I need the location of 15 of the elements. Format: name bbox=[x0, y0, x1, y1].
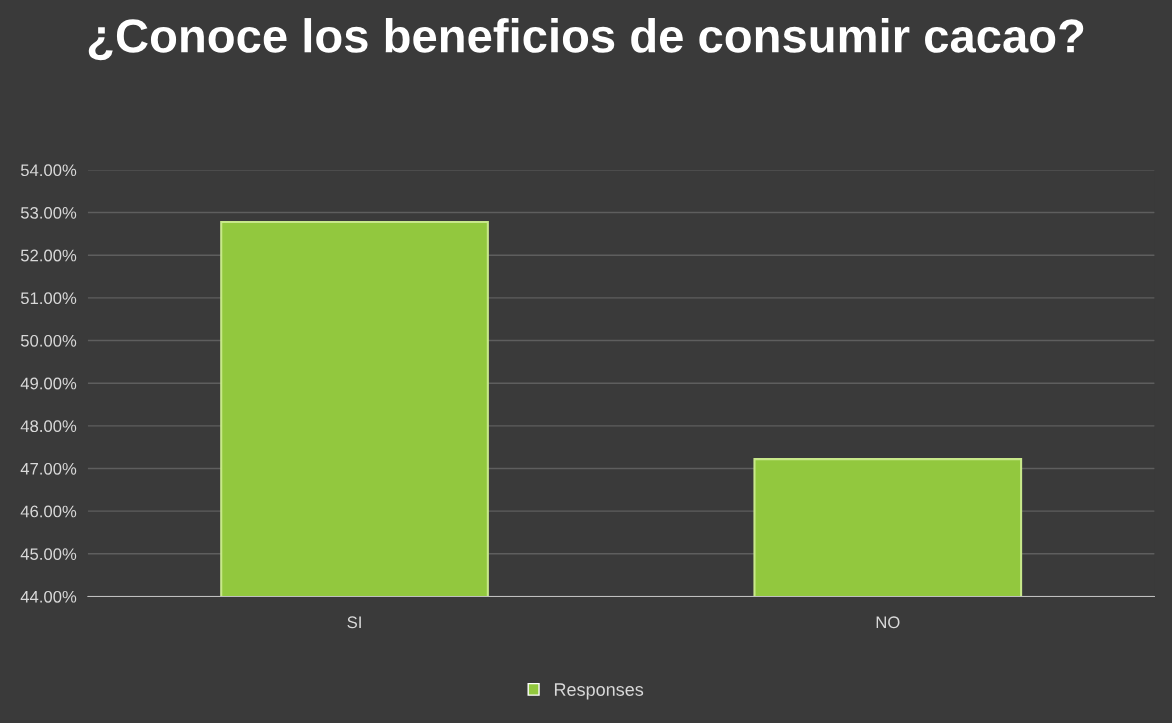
y-tick-label: 49.00% bbox=[20, 377, 77, 390]
x-tick-label: NO bbox=[876, 616, 900, 629]
y-tick-label: 45.00% bbox=[20, 548, 77, 561]
y-tick-label: 54.00% bbox=[20, 164, 77, 177]
y-tick-label: 53.00% bbox=[20, 206, 77, 219]
y-tick-label: 48.00% bbox=[20, 420, 77, 433]
y-tick-label: 52.00% bbox=[20, 249, 77, 262]
y-tick-label: 46.00% bbox=[20, 505, 77, 518]
y-tick-label: 44.00% bbox=[20, 590, 77, 603]
chart-title: ¿Conoce los beneficios de consumir cacao? bbox=[88, 18, 1084, 61]
y-tick-label: 50.00% bbox=[20, 334, 77, 347]
legend-label: Responses bbox=[554, 683, 644, 700]
y-tick-label: 47.00% bbox=[20, 462, 77, 475]
x-tick-label: SI bbox=[347, 616, 361, 629]
y-tick-label: 51.00% bbox=[20, 292, 77, 305]
